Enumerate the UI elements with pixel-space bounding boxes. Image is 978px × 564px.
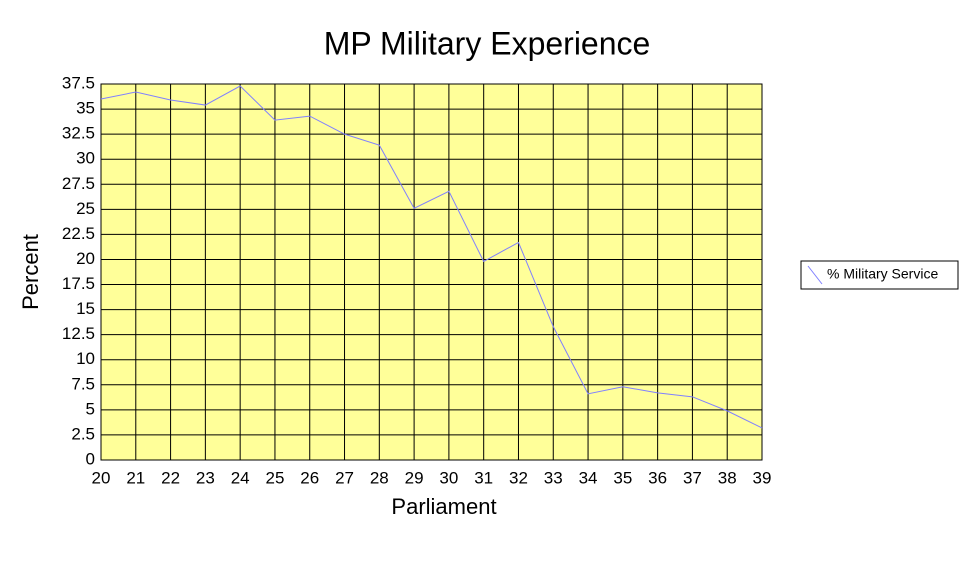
- x-tick-label: 37: [683, 468, 702, 487]
- x-tick-label: 33: [544, 468, 563, 487]
- plot-area: [101, 84, 762, 460]
- legend-swatch: [807, 265, 823, 285]
- x-tick-label: 28: [370, 468, 389, 487]
- x-tick-label: 38: [718, 468, 737, 487]
- y-tick-label: 32.5: [62, 124, 95, 143]
- legend-box: [800, 260, 959, 290]
- chart-title: MP Military Experience: [324, 25, 651, 61]
- y-tick-label: 25: [76, 199, 95, 218]
- x-tick-label: 30: [439, 468, 458, 487]
- y-tick-label: 10: [76, 349, 95, 368]
- x-tick-label: 26: [300, 468, 319, 487]
- y-tick-label: 12.5: [62, 324, 95, 343]
- x-tick-label: 20: [92, 468, 111, 487]
- x-tick-label: 29: [405, 468, 424, 487]
- x-tick-label: 22: [161, 468, 180, 487]
- y-tick-label: 17.5: [62, 274, 95, 293]
- y-tick-label: 22.5: [62, 224, 95, 243]
- x-tick-label: 23: [196, 468, 215, 487]
- y-tick-label: 27.5: [62, 174, 95, 193]
- y-tick-label: 0: [86, 449, 95, 468]
- y-tick-label: 37.5: [62, 73, 95, 92]
- x-tick-label: 34: [579, 468, 598, 487]
- y-tick-label: 7.5: [71, 374, 95, 393]
- y-tick-label: 15: [76, 299, 95, 318]
- y-tick-label: 2.5: [71, 424, 95, 443]
- y-tick-label: 30: [76, 149, 95, 168]
- y-axis-label: Percent: [18, 234, 43, 310]
- y-tick-label: 35: [76, 99, 95, 118]
- x-tick-label: 25: [265, 468, 284, 487]
- x-tick-label: 32: [509, 468, 528, 487]
- plot-border: [100, 83, 763, 461]
- legend-label: % Military Service: [827, 266, 938, 282]
- x-axis-label: Parliament: [391, 494, 496, 519]
- data-line: [100, 85, 763, 429]
- x-tick-label: 27: [335, 468, 354, 487]
- x-tick-label: 36: [648, 468, 667, 487]
- x-tick-label: 31: [474, 468, 493, 487]
- y-tick-label: 5: [86, 399, 95, 418]
- x-tick-label: 24: [231, 468, 250, 487]
- y-tick-label: 20: [76, 249, 95, 268]
- x-tick-label: 39: [753, 468, 772, 487]
- x-tick-label: 21: [126, 468, 145, 487]
- x-tick-label: 35: [613, 468, 632, 487]
